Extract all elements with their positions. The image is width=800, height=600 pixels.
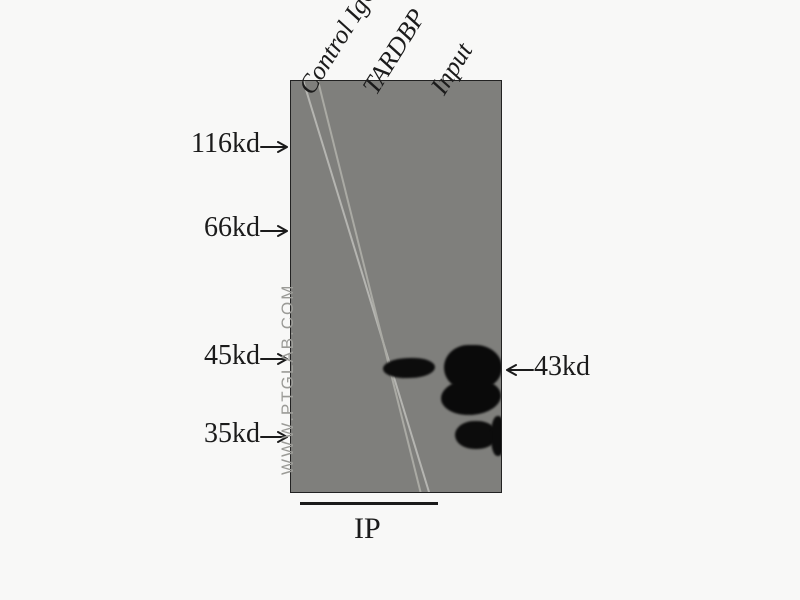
figure-container: Control IgGTARDBPInput 116kd66kd45kd35kd… xyxy=(0,0,800,600)
mw-marker-text-3: 45kd xyxy=(204,340,260,371)
detected-band-text: 43kd xyxy=(534,351,590,382)
blot-band-5 xyxy=(491,416,502,456)
mw-marker-text-1: 116kd xyxy=(191,128,260,159)
ip-bracket-label: IP xyxy=(354,512,381,546)
mw-marker-2: 66kd xyxy=(204,214,288,244)
mw-marker-text-4: 35kd xyxy=(204,418,260,449)
mw-marker-text-2: 66kd xyxy=(204,212,260,243)
mw-marker-1: 116kd xyxy=(191,130,288,160)
ip-bracket-line xyxy=(300,502,438,505)
arrow-right-icon xyxy=(260,344,288,372)
arrow-left-icon xyxy=(506,355,534,383)
arrow-right-icon xyxy=(260,216,288,244)
mw-marker-4: 35kd xyxy=(204,420,288,450)
western-blot-image xyxy=(290,80,502,493)
arrow-right-icon xyxy=(260,422,288,450)
detected-band-label: 43kd xyxy=(506,353,590,383)
arrow-right-icon xyxy=(260,132,288,160)
mw-marker-3: 45kd xyxy=(204,342,288,372)
